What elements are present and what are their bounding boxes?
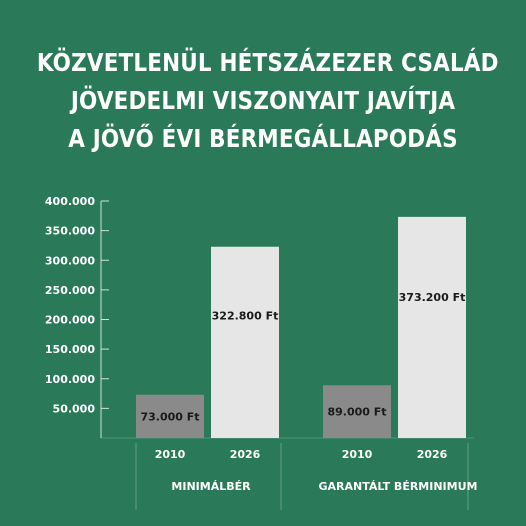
- label-layer: 73.000 Ft 2010 322.800 Ft 2026 MINIMÁLBÉR 89.…: [140, 291, 477, 493]
- y-tick-label: 150.000: [45, 343, 95, 356]
- axis-layer: 50.000 100.000 150.000 200.000 250.000 300.00…: [45, 195, 474, 510]
- y-tick-label: 300.000: [45, 254, 95, 267]
- bar-value-label: 89.000 Ft: [327, 406, 386, 419]
- bar-value-label: 373.200 Ft: [399, 291, 466, 304]
- title-line-1: KÖZVETLENÜL HÉTSZÁZEZER CSALÁD: [36, 48, 499, 77]
- y-tick-label: 200.000: [45, 314, 95, 327]
- bar-garantalt-2026: [398, 216, 466, 438]
- bar-garantalt-2010: [323, 385, 391, 438]
- title-line-3: A JÖVŐ ÉVI BÉRMEGÁLLAPODÁS: [68, 124, 458, 153]
- y-tick-label: 250.000: [45, 284, 95, 297]
- bar-layer: [136, 216, 466, 438]
- bar-value-label: 73.000 Ft: [140, 410, 199, 423]
- bar-minimalber-2026: [211, 246, 279, 438]
- x-category-label: 2010: [342, 448, 373, 461]
- x-category-label: 2010: [155, 448, 186, 461]
- chart-title: KÖZVETLENÜL HÉTSZÁZEZER CSALÁD JÖVEDELMI…: [36, 44, 499, 158]
- x-category-label: 2026: [417, 448, 448, 461]
- y-tick-label: 100.000: [45, 373, 95, 386]
- title-line-2: JÖVEDELMI VISZONYAIT JAVÍTJA: [70, 86, 456, 115]
- bar-minimalber-2010: [136, 394, 204, 438]
- y-tick-label: 400.000: [45, 195, 95, 208]
- bar-value-label: 322.800 Ft: [212, 309, 279, 322]
- group-label: MINIMÁLBÉR: [171, 480, 251, 493]
- y-tick-label: 350.000: [45, 225, 95, 238]
- x-category-label: 2026: [230, 448, 261, 461]
- y-tick-label: 50.000: [53, 402, 96, 415]
- group-label: GARANTÁLT BÉRMINIMUM: [319, 480, 478, 493]
